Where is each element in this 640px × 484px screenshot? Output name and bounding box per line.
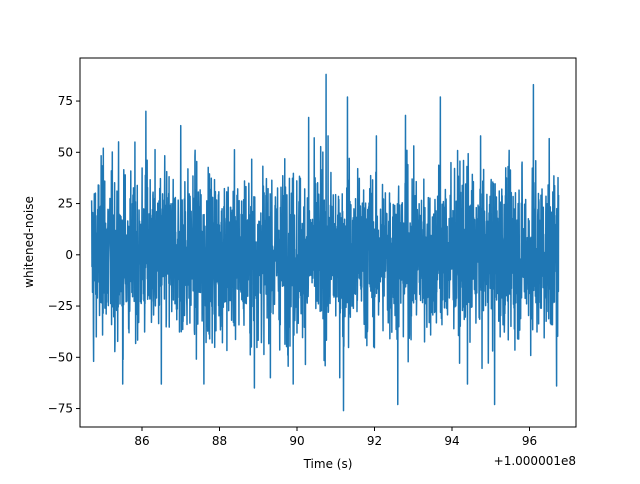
x-tick-label: 94 xyxy=(444,434,459,448)
x-tick-label: 90 xyxy=(289,434,304,448)
noise-series-line xyxy=(90,73,560,412)
x-axis-label: Time (s) xyxy=(303,457,353,471)
x-tick-label: 92 xyxy=(367,434,382,448)
y-tick-label: 25 xyxy=(58,197,73,211)
y-tick-label: −75 xyxy=(48,402,73,416)
x-offset-label: +1.000001e8 xyxy=(494,454,576,468)
y-axis-ticks: −75 −50 −25 0 25 50 75 xyxy=(48,94,80,416)
y-tick-label: 0 xyxy=(65,248,73,262)
x-tick-label: 88 xyxy=(212,434,227,448)
y-tick-label: −25 xyxy=(48,299,73,313)
axes-frame xyxy=(79,57,577,428)
x-axis-ticks: 86 88 90 92 94 96 xyxy=(134,427,537,448)
y-tick-label: 50 xyxy=(58,145,73,159)
x-tick-label: 86 xyxy=(134,434,149,448)
plot-area xyxy=(90,73,560,412)
y-axis-label: whitened-noise xyxy=(22,196,36,288)
y-tick-label: −50 xyxy=(48,350,73,364)
x-tick-label: 96 xyxy=(522,434,537,448)
y-tick-label: 75 xyxy=(58,94,73,108)
